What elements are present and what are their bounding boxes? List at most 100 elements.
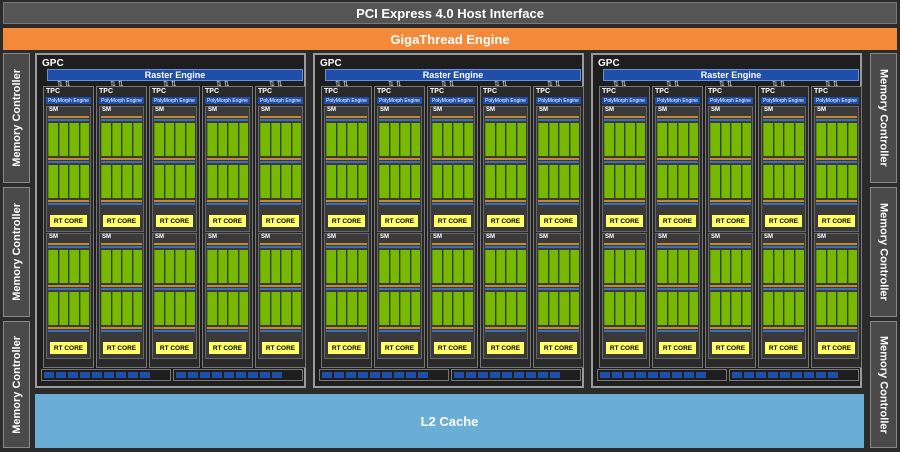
arrow-icon: ⇅ ⇅ — [494, 81, 508, 88]
cuda-core-column — [122, 250, 132, 283]
register-strip — [260, 288, 301, 290]
cuda-core-column — [410, 123, 420, 156]
arrow-icon: ⇅ ⇅ — [547, 81, 561, 88]
cuda-core-column — [784, 250, 794, 283]
register-strip — [154, 119, 195, 121]
register-strip — [432, 330, 473, 332]
tpc-1: TPC PolyMorph Engine SM RT CORE SM RT CORE — [321, 86, 372, 368]
register-strip — [816, 161, 857, 163]
tpc-label: TPC — [324, 88, 338, 95]
cuda-core-column — [238, 165, 248, 198]
rt-core: RT CORE — [434, 215, 471, 227]
memory-interface-row — [729, 369, 859, 381]
cuda-core-column — [207, 165, 217, 198]
cuda-core-block — [763, 123, 804, 156]
rt-core: RT CORE — [209, 342, 246, 354]
sm-2: SM RT CORE — [483, 233, 528, 359]
cuda-core-column — [432, 250, 442, 283]
rt-core: RT CORE — [156, 215, 193, 227]
cuda-core-block — [485, 292, 526, 325]
cuda-core-column — [347, 165, 357, 198]
cuda-core-column — [48, 250, 58, 283]
cuda-core-column — [559, 123, 569, 156]
cuda-core-column — [506, 165, 516, 198]
cuda-core-column — [569, 165, 579, 198]
cuda-core-column — [410, 250, 420, 283]
polymorph-engine: PolyMorph Engine — [46, 97, 91, 104]
memory-interface-block — [104, 372, 114, 378]
cuda-core-column — [453, 165, 463, 198]
rt-core: RT CORE — [712, 215, 749, 227]
arrow-icon: ⇅ ⇅ — [825, 81, 839, 88]
l1-cache-strip — [260, 200, 301, 202]
cuda-core-column — [228, 165, 238, 198]
register-strip — [48, 246, 89, 248]
l1-cache-strip — [379, 285, 420, 287]
cuda-core-column — [410, 165, 420, 198]
cuda-core-column — [816, 292, 826, 325]
sm-2: SM RT CORE — [708, 233, 753, 359]
memory-interface-block — [236, 372, 246, 378]
l1-cache-strip — [432, 158, 473, 160]
cuda-core-column — [847, 123, 857, 156]
register-strip — [604, 119, 645, 121]
l1-cache-strip — [816, 158, 857, 160]
polymorph-engine: PolyMorph Engine — [99, 97, 144, 104]
cuda-core-column — [217, 250, 227, 283]
l1-cache-strip — [379, 158, 420, 160]
sm-label: SM — [327, 107, 336, 113]
cuda-core-column — [548, 123, 558, 156]
tpc-2: TPC PolyMorph Engine SM RT CORE SM RT CORE — [374, 86, 425, 368]
l1-cache-strip — [816, 327, 857, 329]
sm-2: SM RT CORE — [152, 233, 197, 359]
memory-interface-block — [514, 372, 524, 378]
memory-controller-left-3: Memory Controller — [3, 321, 30, 448]
register-strip — [154, 288, 195, 290]
cuda-core-column — [154, 165, 164, 198]
cuda-core-block — [101, 123, 142, 156]
cuda-core-column — [625, 123, 635, 156]
memory-interface-block — [816, 372, 826, 378]
cuda-core-column — [379, 292, 389, 325]
cuda-core-column — [185, 123, 195, 156]
cuda-core-column — [270, 123, 280, 156]
memory-interface-block — [322, 372, 332, 378]
cuda-core-column — [270, 165, 280, 198]
cuda-core-column — [432, 123, 442, 156]
memory-controller-right-2: Memory Controller — [870, 187, 897, 317]
memory-interface-block — [272, 372, 282, 378]
cuda-core-block — [816, 123, 857, 156]
cuda-core-column — [432, 165, 442, 198]
memory-interface-block — [418, 372, 428, 378]
polymorph-engine: PolyMorph Engine — [814, 97, 859, 104]
register-strip — [538, 246, 579, 248]
rt-core: RT CORE — [434, 342, 471, 354]
rt-core: RT CORE — [262, 215, 299, 227]
l1-cache-strip — [48, 327, 89, 329]
cuda-core-column — [731, 292, 741, 325]
cuda-core-block — [763, 165, 804, 198]
cuda-core-column — [516, 292, 526, 325]
cuda-core-block — [432, 250, 473, 283]
cuda-core-column — [442, 123, 452, 156]
register-strip — [379, 246, 420, 248]
l1-cache-strip — [485, 200, 526, 202]
cuda-core-block — [207, 123, 248, 156]
sm-1: SM RT CORE — [377, 106, 422, 232]
cuda-core-column — [710, 250, 720, 283]
cuda-core-block — [101, 165, 142, 198]
polymorph-engine: PolyMorph Engine — [708, 97, 753, 104]
arrow-icon: ⇅ ⇅ — [772, 81, 786, 88]
cuda-core-column — [132, 123, 142, 156]
polymorph-engine: PolyMorph Engine — [258, 97, 303, 104]
cuda-core-column — [132, 250, 142, 283]
cuda-core-block — [48, 292, 89, 325]
cuda-core-block — [657, 250, 698, 283]
cuda-core-column — [347, 250, 357, 283]
l1-cache-strip — [485, 158, 526, 160]
l1-cache-strip — [538, 200, 579, 202]
cuda-core-column — [688, 250, 698, 283]
tpc-label: TPC — [46, 88, 60, 95]
register-strip — [538, 203, 579, 205]
register-strip — [538, 119, 579, 121]
